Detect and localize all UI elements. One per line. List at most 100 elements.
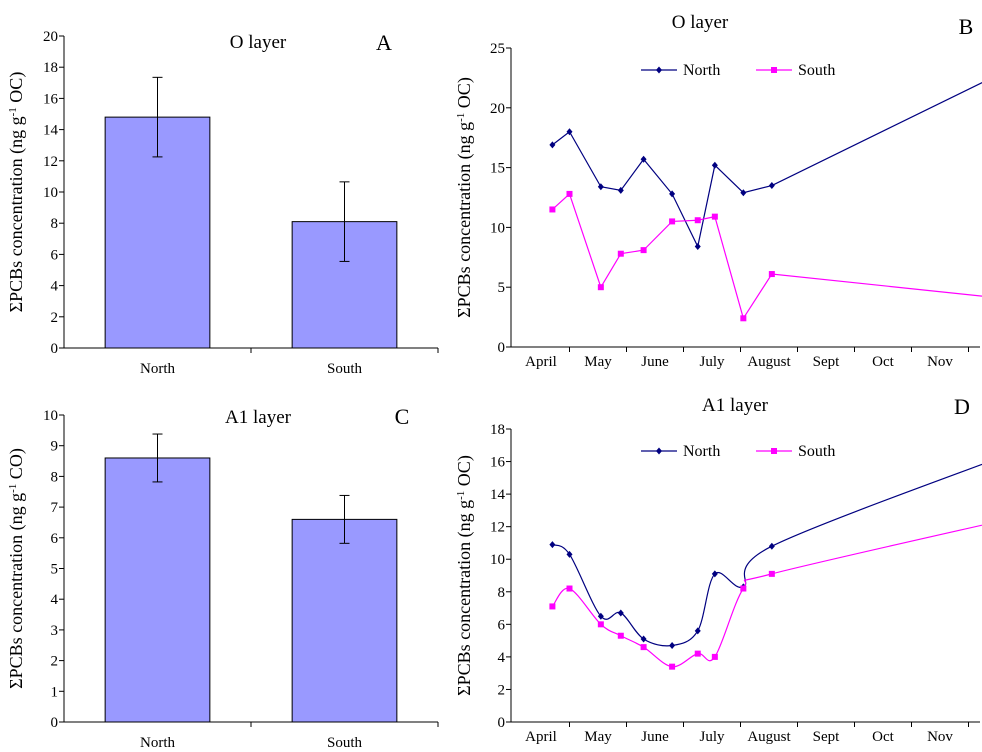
- legend-marker-north: [656, 447, 662, 455]
- x-tick-label: Nov: [927, 729, 953, 745]
- point-north: [711, 570, 718, 578]
- y-axis-label: ΣPCBs concentration (ng g-1 CO): [6, 448, 27, 689]
- point-south: [669, 218, 676, 225]
- point-south: [740, 585, 747, 592]
- y-tick-label: 15: [490, 161, 505, 177]
- y-tick-label: 10: [43, 408, 58, 424]
- x-tick-label: July: [699, 729, 725, 745]
- panel-b: 0 5 10 15 20 25 O layer B ΣPCBs concentration (n…: [454, 12, 982, 370]
- x-tick-label: June: [641, 729, 669, 745]
- point-south: [549, 206, 556, 213]
- y-tick-label: 8: [498, 585, 506, 601]
- y-tick-label: 20: [43, 29, 58, 45]
- point-north: [617, 609, 624, 617]
- legend-label-south: South: [798, 443, 835, 460]
- x-tick-label: Sept: [813, 354, 841, 370]
- series-line-south: [551, 192, 982, 320]
- point-south: [566, 190, 573, 197]
- x-tick-label: Sept: [813, 729, 841, 745]
- y-tick-label: 0: [498, 715, 506, 731]
- x-tick-label: August: [747, 729, 791, 745]
- point-north: [617, 186, 624, 194]
- point-north: [640, 155, 647, 163]
- y-tick-label: 25: [490, 41, 505, 57]
- legend-marker-south: [771, 448, 777, 454]
- y-tick-label: 14: [43, 123, 59, 139]
- y-tick-label: 7: [51, 500, 59, 516]
- x-tick-label: May: [584, 354, 612, 370]
- legend-marker-north: [656, 66, 662, 74]
- y-tick-label: 9: [51, 439, 59, 455]
- point-south: [597, 284, 604, 291]
- x-tick-label: July: [699, 354, 725, 370]
- point-north: [640, 635, 647, 643]
- legend-label-north: North: [683, 443, 720, 460]
- point-south: [617, 250, 624, 257]
- x-tick-label: August: [747, 354, 791, 370]
- legend-marker-south: [771, 67, 777, 73]
- y-tick-label: 8: [51, 216, 59, 232]
- point-south: [566, 585, 573, 592]
- y-tick-label: 4: [51, 592, 59, 608]
- panel-letter: A: [376, 30, 392, 55]
- y-tick-label: 12: [43, 154, 58, 170]
- point-north: [768, 182, 775, 190]
- y-tick-label: 0: [498, 340, 506, 356]
- y-tick-label: 6: [51, 531, 59, 547]
- panel-c: 0 1 2 3 4 5 6 7 8 9 10 A1 layer C ΣPCBs concentration…: [6, 404, 439, 751]
- point-south: [740, 315, 747, 322]
- point-north: [768, 542, 775, 550]
- legend-label-south: South: [798, 62, 835, 79]
- panel-d: 0 2 4 6 8 10 12 14 16 18 A1 layer D ΣPCBs concentrat…: [454, 394, 982, 745]
- panel-title: O layer: [672, 12, 729, 33]
- y-tick-label: 6: [498, 617, 506, 633]
- panel-letter: C: [395, 404, 410, 429]
- x-tick-label: Oct: [872, 354, 894, 370]
- point-north: [549, 541, 556, 549]
- bar-north: [104, 457, 211, 723]
- y-tick-label: 4: [51, 279, 59, 295]
- y-axis-label: ΣPCBs concentration (ng g-1 OC): [454, 77, 475, 318]
- y-axis-label: ΣPCBs concentration (ng g-1 OC): [6, 72, 27, 313]
- x-tick-label: Nov: [927, 354, 953, 370]
- y-tick-label: 18: [43, 60, 58, 76]
- y-tick-label: 18: [490, 422, 505, 438]
- point-south: [694, 650, 701, 657]
- y-tick-label: 10: [490, 552, 505, 568]
- point-south: [669, 663, 676, 670]
- point-north: [597, 183, 604, 191]
- point-south: [711, 653, 718, 660]
- x-tick-label: May: [584, 729, 612, 745]
- point-south: [768, 570, 775, 577]
- x-tick-label: April: [525, 354, 557, 370]
- y-tick-label: 5: [51, 562, 59, 578]
- panel-a: 0 2 4 6 8 10 12 14 16 18 20 O layer A ΣPCBs concentra…: [6, 29, 439, 377]
- point-north: [597, 612, 604, 620]
- panel-letter: B: [959, 14, 974, 39]
- y-tick-label: 2: [51, 310, 59, 326]
- x-tick-label: North: [140, 361, 175, 377]
- series-line-north: [552, 463, 982, 647]
- point-south: [597, 621, 604, 628]
- x-tick-label: April: [525, 729, 557, 745]
- y-tick-label: 10: [490, 220, 505, 236]
- y-tick-label: 1: [51, 684, 59, 700]
- panel-title: A1 layer: [702, 395, 769, 416]
- y-tick-label: 10: [43, 185, 58, 201]
- y-tick-label: 8: [51, 469, 59, 485]
- panel-title: O layer: [230, 32, 287, 53]
- y-axis-label: ΣPCBs concentration (ng g-1 OC): [454, 455, 475, 696]
- x-tick-label: South: [327, 735, 363, 751]
- y-tick-label: 16: [43, 91, 59, 107]
- x-tick-label: South: [327, 361, 363, 377]
- y-tick-label: 20: [490, 101, 505, 117]
- point-north: [566, 128, 573, 136]
- point-north: [549, 141, 556, 149]
- x-tick-label: Oct: [872, 729, 894, 745]
- y-tick-label: 2: [51, 654, 59, 670]
- x-tick-label: June: [641, 354, 669, 370]
- point-north: [566, 550, 573, 558]
- x-tick-label: North: [140, 735, 175, 751]
- panel-letter: D: [954, 394, 970, 419]
